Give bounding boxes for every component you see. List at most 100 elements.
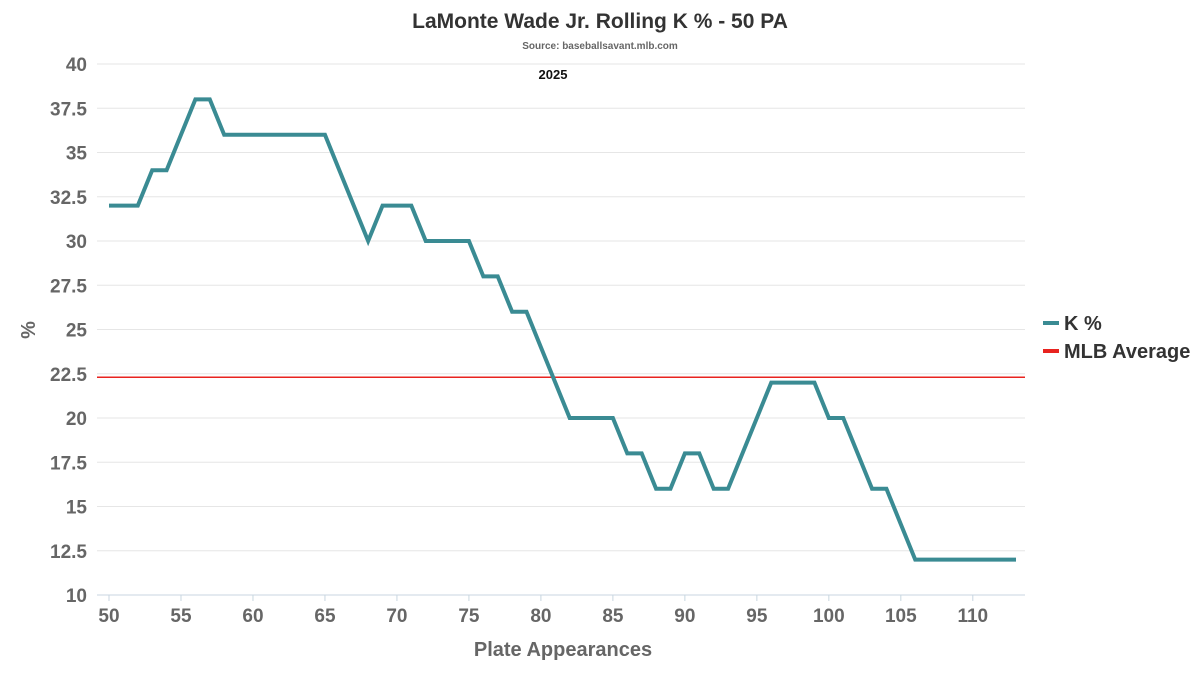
k-pct-data-point[interactable] [467,239,471,243]
k-pct-data-point[interactable] [150,168,154,172]
k-pct-data-point[interactable] [712,487,716,491]
x-tick-label: 110 [957,606,988,627]
k-pct-data-point[interactable] [409,204,413,208]
k-pct-data-point[interactable] [611,416,615,420]
y-tick-label: 27.5 [50,276,87,297]
k-pct-data-point[interactable] [222,133,226,137]
k-pct-data-point[interactable] [496,274,500,278]
y-tick-label: 12.5 [50,542,87,563]
legend-label-mlb-average: MLB Average [1064,341,1190,363]
y-tick-label: 17.5 [50,453,87,474]
k-pct-data-point[interactable] [179,133,183,137]
k-pct-data-point[interactable] [294,133,298,137]
k-pct-data-point[interactable] [309,133,313,137]
y-tick-label: 40 [66,55,87,76]
k-pct-data-point[interactable] [481,274,485,278]
k-pct-data-point[interactable] [985,558,989,562]
k-pct-data-point[interactable] [510,310,514,314]
k-pct-data-point[interactable] [971,558,975,562]
y-tick-label: 10 [66,586,87,607]
k-pct-data-point[interactable] [798,381,802,385]
y-tick-label: 25 [66,321,88,342]
k-pct-data-point[interactable] [913,558,917,562]
k-pct-data-point[interactable] [755,416,759,420]
x-tick-label: 105 [885,606,917,627]
k-pct-data-point[interactable] [1014,558,1018,562]
k-pct-data-point[interactable] [553,381,557,385]
k-pct-series-line [109,97,1016,562]
legend: K % MLB Average [1043,313,1190,363]
legend-item-mlb-average[interactable]: MLB Average [1043,341,1190,363]
k-pct-data-point[interactable] [280,133,284,137]
y-tick-label: 30 [66,232,87,253]
y-tick-label: 22.5 [50,365,87,386]
k-pct-data-point[interactable] [568,416,572,420]
x-tick-label: 75 [458,606,480,627]
chart-subtitle: Source: baseballsavant.mlb.com [522,41,678,52]
legend-label-k-pct: K % [1064,313,1102,335]
x-tick-label: 80 [530,606,551,627]
k-pct-data-point[interactable] [841,416,845,420]
k-pct-data-point[interactable] [784,381,788,385]
k-pct-data-point[interactable] [640,451,644,455]
k-pct-data-point[interactable] [956,558,960,562]
x-tick-label: 50 [98,606,119,627]
k-pct-data-point[interactable] [884,487,888,491]
k-pct-data-point[interactable] [582,416,586,420]
k-pct-data-point[interactable] [683,451,687,455]
k-pct-data-point[interactable] [193,97,197,101]
k-pct-data-point[interactable] [827,416,831,420]
k-pct-data-point[interactable] [596,416,600,420]
legend-item-k-pct[interactable]: K % [1043,313,1102,335]
k-pct-data-point[interactable] [337,168,341,172]
x-axis-label: Plate Appearances [474,639,652,661]
x-tick-label: 100 [813,606,845,627]
k-pct-data-point[interactable] [654,487,658,491]
x-tick-label: 90 [674,606,695,627]
k-pct-data-point[interactable] [625,451,629,455]
y-tick-label: 15 [66,498,88,519]
k-pct-data-point[interactable] [395,204,399,208]
k-pct-data-point[interactable] [870,487,874,491]
k-pct-data-point[interactable] [438,239,442,243]
y-axis-label: % [18,321,40,339]
k-pct-data-point[interactable] [352,204,356,208]
k-pct-data-point[interactable] [769,381,773,385]
k-pct-data-point[interactable] [726,487,730,491]
k-pct-data-point[interactable] [136,204,140,208]
k-pct-data-point[interactable] [265,133,269,137]
k-pct-data-point[interactable] [539,345,543,349]
k-pct-data-point[interactable] [366,239,370,243]
k-pct-data-point[interactable] [942,558,946,562]
k-pct-data-point[interactable] [237,133,241,137]
k-pct-data-point[interactable] [1000,558,1004,562]
k-pct-data-point[interactable] [323,133,327,137]
y-tick-label: 32.5 [50,188,87,209]
y-tick-label: 35 [66,144,88,165]
year-annotation: 2025 [539,67,568,82]
k-pct-data-point[interactable] [424,239,428,243]
k-pct-data-point[interactable] [740,451,744,455]
k-pct-data-point[interactable] [381,204,385,208]
k-pct-data-point[interactable] [107,204,111,208]
y-tick-label: 20 [66,409,87,430]
k-pct-data-point[interactable] [121,204,125,208]
k-pct-data-point[interactable] [453,239,457,243]
y-tick-label: 37.5 [50,99,87,120]
x-tick-label: 65 [314,606,336,627]
x-tick-label: 85 [602,606,624,627]
x-tick-label: 95 [746,606,768,627]
k-pct-data-point[interactable] [899,522,903,526]
x-tick-label: 60 [242,606,263,627]
chart-title: LaMonte Wade Jr. Rolling K % - 50 PA [412,10,788,33]
k-pct-data-point[interactable] [165,168,169,172]
k-pct-data-point[interactable] [928,558,932,562]
k-pct-data-point[interactable] [251,133,255,137]
k-pct-data-point[interactable] [697,451,701,455]
k-pct-data-point[interactable] [812,381,816,385]
k-pct-data-point[interactable] [208,97,212,101]
k-pct-data-point[interactable] [668,487,672,491]
k-pct-data-point[interactable] [856,451,860,455]
k-pct-data-point[interactable] [525,310,529,314]
